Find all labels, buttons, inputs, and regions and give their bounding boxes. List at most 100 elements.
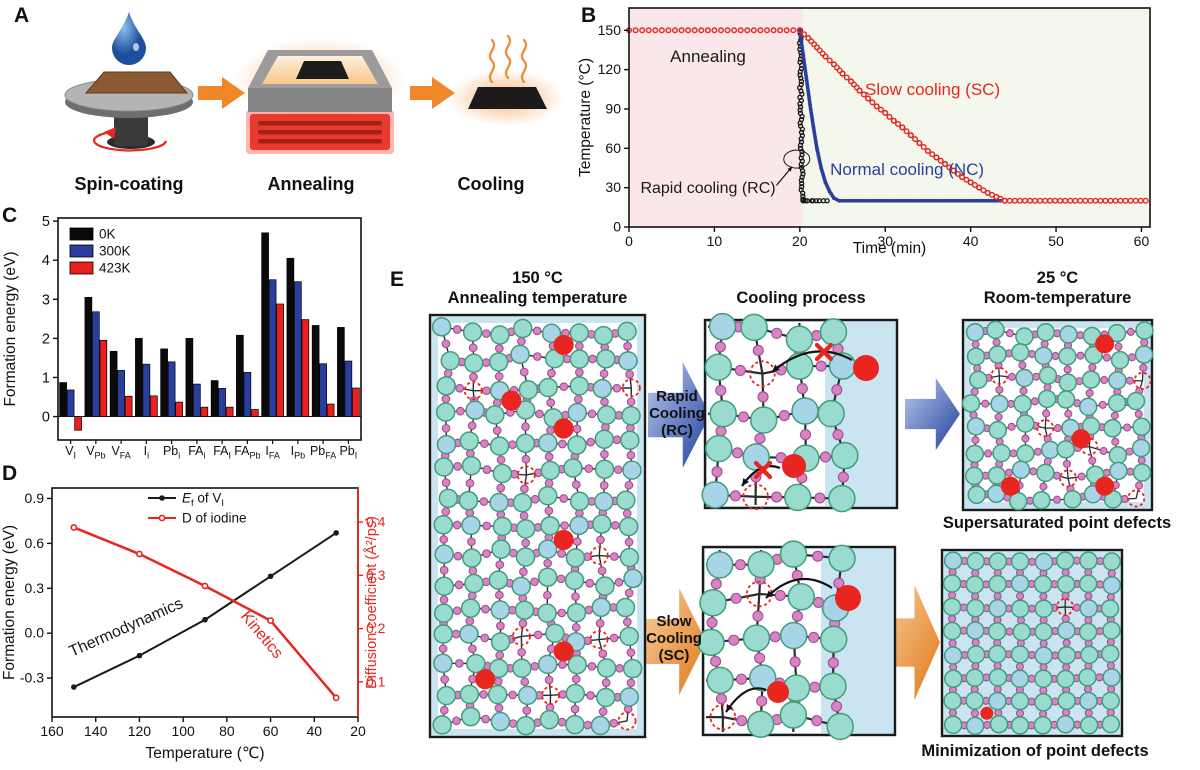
sc-line1: Slow: [656, 613, 692, 630]
svg-text:0.3: 0.3: [366, 567, 386, 583]
annealing-temp-value: 150 °C: [512, 269, 563, 287]
room-temp-value: 25 °C: [1036, 269, 1079, 287]
diffusion-arrow: [771, 350, 853, 373]
svg-text:30: 30: [605, 179, 621, 195]
svg-text:Rapid cooling (RC): Rapid cooling (RC): [640, 180, 775, 197]
vacancy-icon: [621, 378, 641, 398]
panel-b-temperature-chart: 0 30 60 90 120 150 0 10 20 30 40 50 60 Time (min) Temp…: [577, 7, 1151, 257]
svg-text:FAi: FAi: [188, 444, 205, 461]
svg-text:30: 30: [877, 233, 893, 249]
panel-c-label: C: [2, 204, 18, 227]
plot-frame: [57, 217, 362, 441]
svg-text:Diffusion coefficient (Å²/ps): Diffusion coefficient (Å²/ps): [363, 516, 380, 689]
steam-icon: [520, 38, 528, 84]
svg-text:PbI: PbI: [339, 444, 357, 461]
panel-d-label: D: [2, 462, 18, 485]
sc-cooling-lattice: [697, 540, 897, 741]
diffusing-atom-icon: [853, 355, 879, 381]
rc-line3: (RC): [661, 422, 693, 439]
cooling-process-title: Cooling process: [736, 289, 866, 307]
svg-text:60: 60: [605, 140, 621, 156]
bars-300K: [66, 279, 353, 417]
interstitial-icon: [553, 529, 574, 551]
vacancy-icon: [749, 360, 776, 387]
annealing-lattice: [428, 313, 647, 739]
interstitial-icon: [501, 390, 522, 411]
large-atoms: [961, 320, 1154, 511]
rc-cooling-lattice: [701, 312, 899, 513]
svg-text:3: 3: [42, 292, 50, 308]
vacancy-icon: [463, 381, 483, 401]
interstitial-icon: [1095, 334, 1115, 354]
vacancy-icon: [1133, 371, 1152, 390]
svg-text:90: 90: [605, 100, 621, 116]
steam-icon: [504, 34, 512, 80]
annealing-caption: Annealing: [267, 174, 355, 194]
svg-text:Formation energy (eV): Formation energy (eV): [2, 251, 19, 406]
interstitial-icon: [1000, 476, 1020, 496]
panel-a-process-illustration: [64, 12, 564, 154]
vacancy-icon: [541, 685, 561, 705]
minimization-caption: Minimization of point defects: [921, 742, 1149, 760]
panel-e-lattice-illustration: [428, 312, 1154, 741]
svg-text:Thermodynamics: Thermodynamics: [67, 595, 186, 660]
svg-text:Formation energy (eV): Formation energy (eV): [1, 525, 18, 680]
vacancy-icon: [589, 630, 609, 649]
plot-frame: [628, 7, 1151, 228]
interstitial-icon: [1071, 429, 1091, 449]
sc-line2: Cooling: [646, 630, 702, 647]
step-arrow-1: [198, 77, 245, 109]
svg-text:0.4: 0.4: [366, 514, 386, 530]
svg-text:IFA: IFA: [265, 444, 280, 461]
diffusing-atom-icon: [835, 585, 861, 611]
panel-b-label: B: [581, 4, 597, 27]
slow-cooling-arrow-label: Slow Cooling (SC): [637, 613, 711, 664]
slow-cooling-arrow: [645, 588, 706, 695]
step-arrow-2: [410, 77, 455, 109]
large-atoms: [701, 312, 859, 513]
svg-text:Annealing: Annealing: [670, 47, 746, 66]
svg-text:Temperature (℃): Temperature (℃): [145, 745, 264, 762]
svg-text:0.9: 0.9: [25, 490, 45, 506]
large-atoms: [697, 540, 856, 741]
svg-text:1: 1: [42, 370, 50, 386]
svg-text:300K: 300K: [99, 244, 131, 259]
large-atoms: [431, 317, 643, 736]
vacancy-icon: [511, 626, 531, 646]
rc-callout-ellipse: [783, 149, 811, 169]
room-temp-caption: Room-temperature: [983, 289, 1132, 307]
vacancy-icon: [1127, 489, 1146, 508]
svg-text:VPb: VPb: [86, 444, 105, 461]
svg-text:20: 20: [792, 233, 808, 249]
svg-text:Normal cooling (NC): Normal cooling (NC): [830, 160, 984, 179]
svg-text:120: 120: [128, 723, 152, 739]
series-ef-of-vi: [71, 530, 339, 690]
vacancy-icon: [1059, 469, 1078, 488]
vacancy-icon: [742, 483, 769, 511]
diffusing-atom-icon: [767, 681, 789, 703]
vacancy-icon: [1056, 597, 1075, 616]
svg-text:423K: 423K: [99, 261, 131, 276]
small-atoms: [438, 325, 636, 730]
svg-text:VFA: VFA: [111, 444, 130, 461]
svg-text:VI: VI: [65, 444, 76, 461]
sc-line3: (SC): [658, 647, 690, 664]
series-slow-cooling-sc-: [796, 27, 1149, 204]
series-normal-cooling-nc-: [797, 28, 1003, 203]
interstitial-icon: [553, 641, 574, 662]
interstitial-icon: [980, 706, 994, 720]
svg-text:FAPb: FAPb: [234, 444, 260, 461]
svg-text:Ii: Ii: [144, 444, 149, 461]
interstitial-icon: [475, 669, 496, 690]
svg-text:FAI: FAI: [213, 444, 231, 461]
svg-text:100: 100: [171, 723, 195, 739]
svg-text:10: 10: [707, 233, 723, 249]
vacancy-icon: [589, 546, 609, 566]
svg-text:Time (min): Time (min): [853, 240, 926, 257]
svg-text:0.0: 0.0: [25, 625, 45, 641]
annealing-temp-title: 150 °C Annealing temperature: [430, 268, 645, 308]
blocked-x-icon: [814, 342, 834, 362]
blocked-x-icon: [753, 460, 773, 480]
hot-plate: [235, 38, 405, 154]
svg-text:0.2: 0.2: [366, 620, 386, 636]
